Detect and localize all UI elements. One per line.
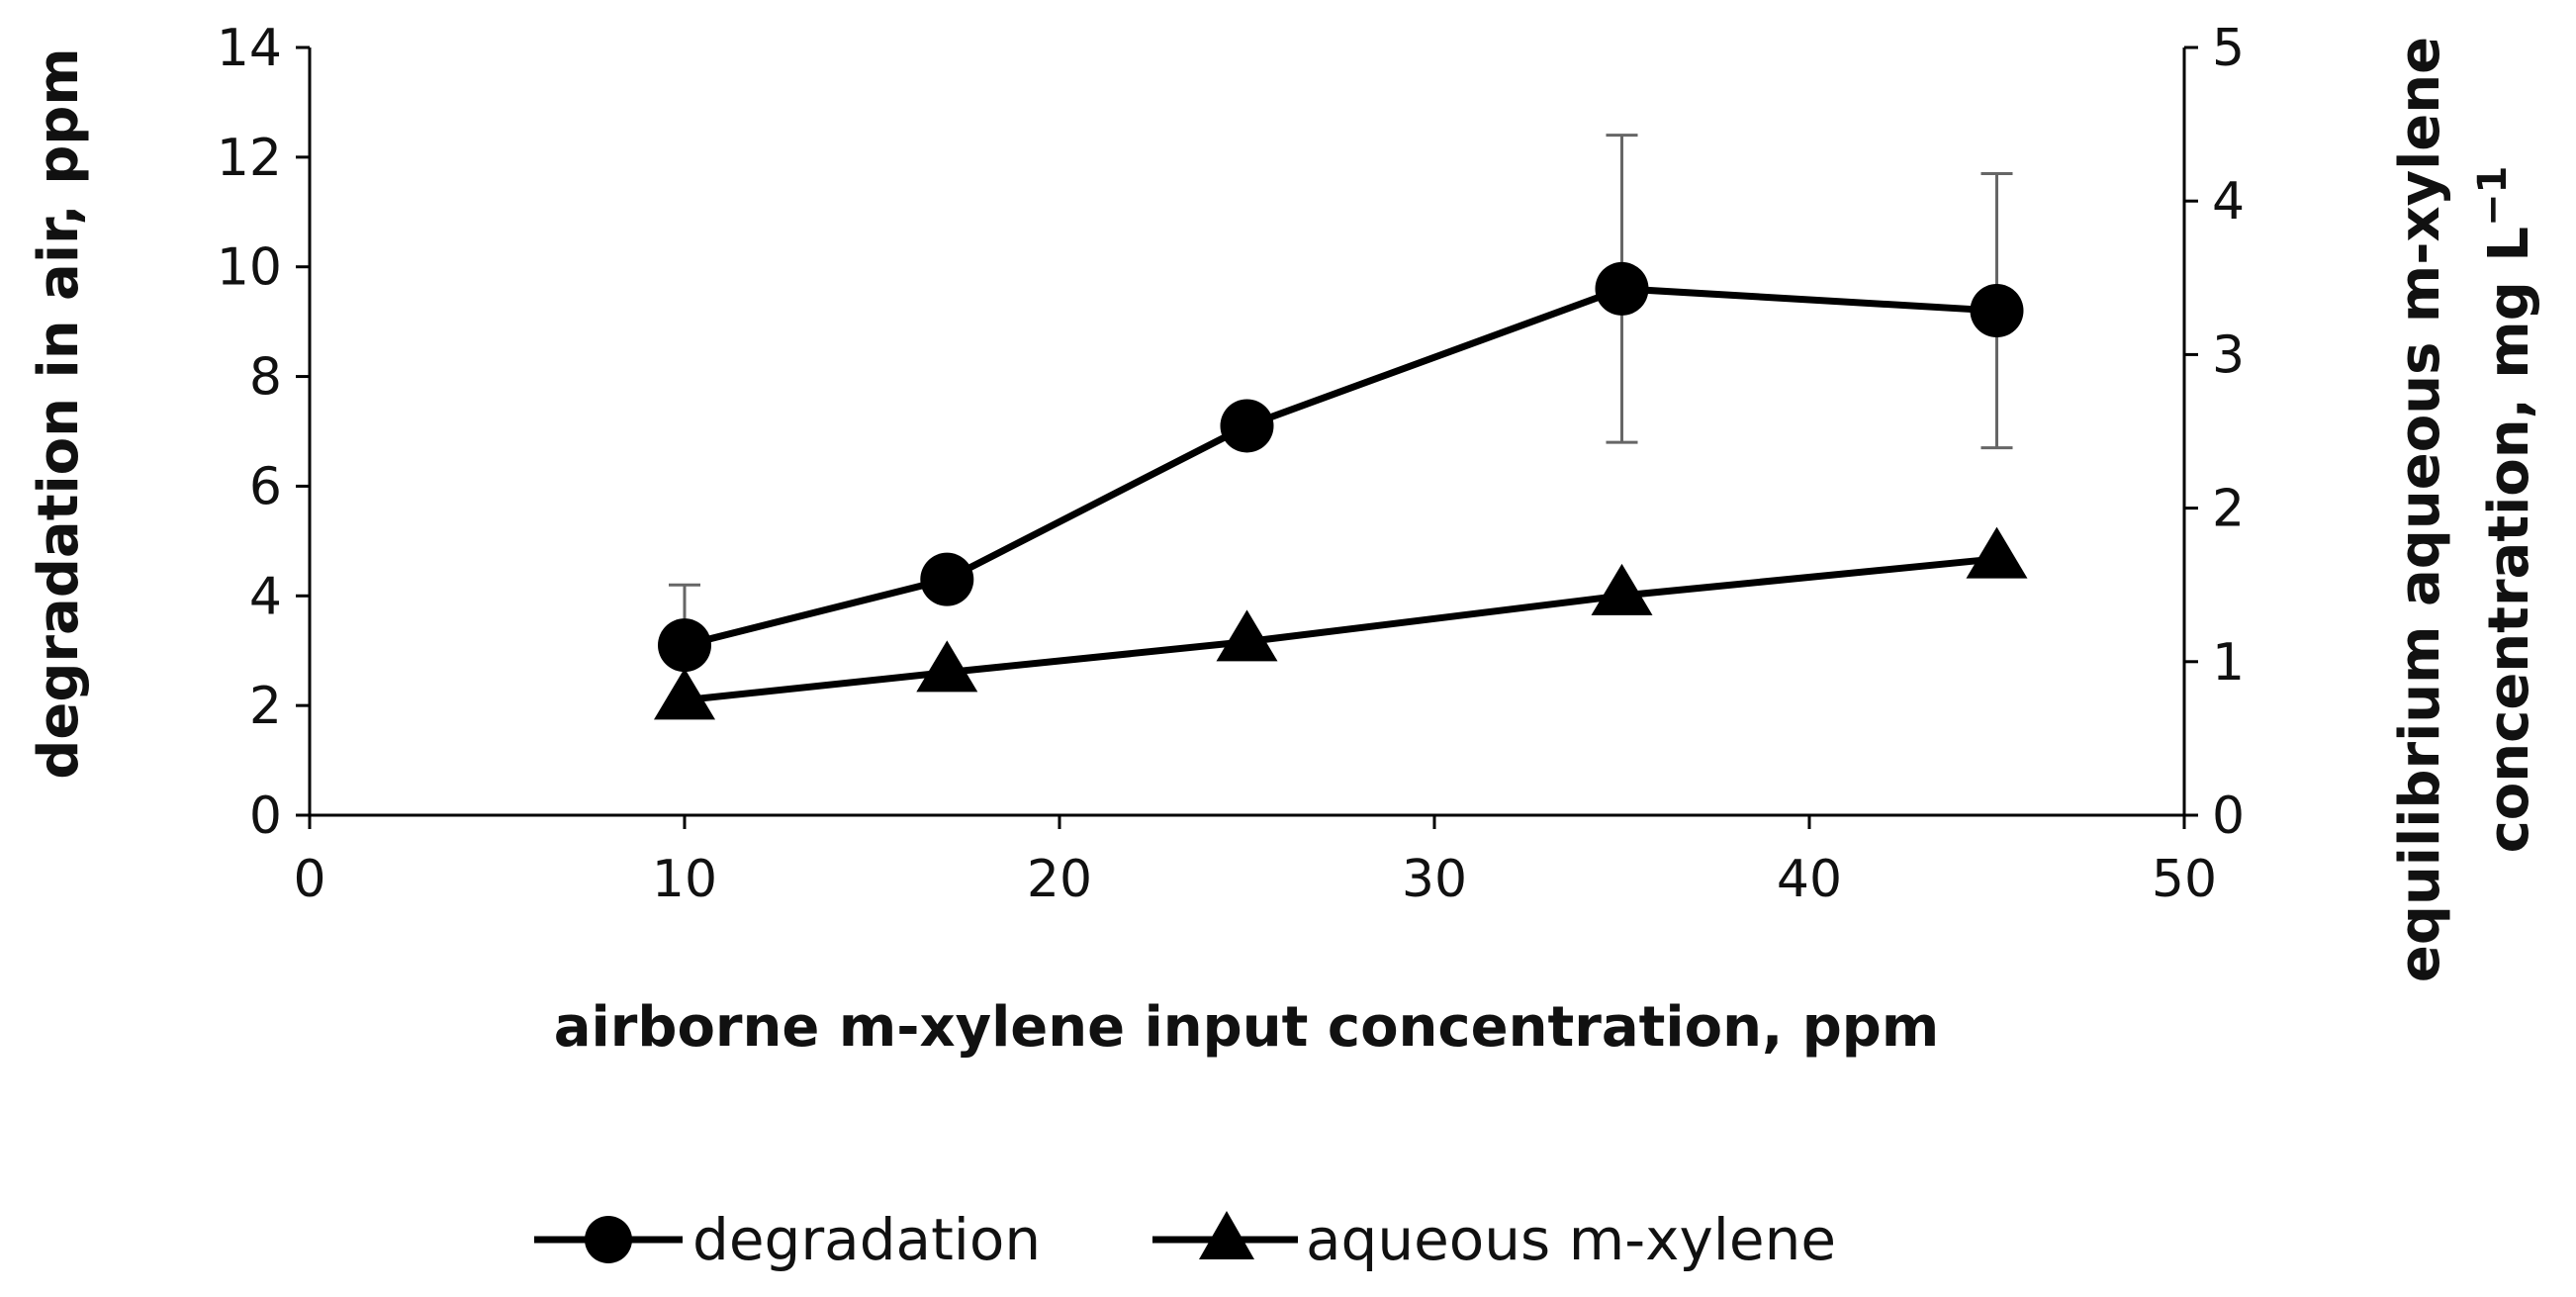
y2-tick-label: 5 bbox=[2212, 19, 2245, 78]
point-aqueous-m-xylene bbox=[916, 640, 978, 693]
point-aqueous-m-xylene bbox=[1216, 609, 1278, 662]
y-tick-label: 4 bbox=[249, 567, 282, 626]
legend-item-aqueous: aqueous m-xylene bbox=[1152, 1206, 1836, 1273]
x-tick-label: 10 bbox=[652, 850, 717, 909]
x-tick-label: 0 bbox=[293, 850, 325, 909]
point-degradation bbox=[658, 618, 711, 673]
point-aqueous-m-xylene bbox=[1591, 563, 1653, 615]
series-markers bbox=[654, 261, 2028, 720]
point-degradation bbox=[920, 552, 974, 606]
y2-axis-title-superscript: −1 bbox=[2470, 166, 2516, 227]
legend-item-degradation: degradation bbox=[534, 1206, 1041, 1273]
y-tick-label: 2 bbox=[249, 677, 282, 736]
y-tick-label: 12 bbox=[217, 129, 282, 188]
point-aqueous-m-xylene bbox=[654, 668, 715, 720]
legend-marker-circle bbox=[585, 1216, 632, 1263]
point-degradation bbox=[1220, 399, 1274, 453]
y-tick-label: 6 bbox=[249, 457, 282, 516]
point-degradation bbox=[1970, 284, 2024, 338]
x-tick-label: 40 bbox=[1777, 850, 1842, 909]
legend-marker-triangle bbox=[1199, 1211, 1254, 1259]
y-axis-title: degradation in air, ppm bbox=[27, 47, 91, 779]
y2-tick-label: 4 bbox=[2212, 172, 2245, 232]
y2-tick-label: 2 bbox=[2212, 480, 2245, 539]
x-tick-label: 30 bbox=[1402, 850, 1467, 909]
y2-tick-label: 0 bbox=[2212, 787, 2245, 846]
x-tick-label: 20 bbox=[1027, 850, 1092, 909]
x-tick-label: 50 bbox=[2152, 850, 2217, 909]
y2-axis-title-main: concentration, mg L bbox=[2477, 227, 2541, 853]
y-tick-label: 0 bbox=[249, 787, 282, 846]
y-tick-label: 8 bbox=[249, 348, 282, 408]
y2-axis-title-line2: concentration, mg L−1 bbox=[2470, 166, 2541, 854]
legend-label-aqueous: aqueous m-xylene bbox=[1306, 1206, 1836, 1273]
legend-label-degradation: degradation bbox=[692, 1206, 1041, 1273]
y-tick-label: 10 bbox=[217, 238, 282, 298]
y2-tick-label: 3 bbox=[2212, 325, 2245, 385]
legend: degradation aqueous m-xylene bbox=[534, 1206, 1836, 1273]
series-lines bbox=[684, 285, 1997, 704]
series-line-degradation bbox=[684, 285, 1997, 649]
x-axis-title: airborne m-xylene input concentration, p… bbox=[554, 995, 1940, 1060]
point-degradation bbox=[1595, 261, 1649, 316]
y-tick-label: 14 bbox=[217, 19, 282, 78]
point-aqueous-m-xylene bbox=[1966, 526, 2028, 579]
y2-axis-title-line1: equilibrium aqueous m-xylene bbox=[2388, 37, 2452, 982]
series-line-aqueous-m-xylene bbox=[684, 555, 1997, 704]
y2-tick-label: 1 bbox=[2212, 633, 2245, 693]
